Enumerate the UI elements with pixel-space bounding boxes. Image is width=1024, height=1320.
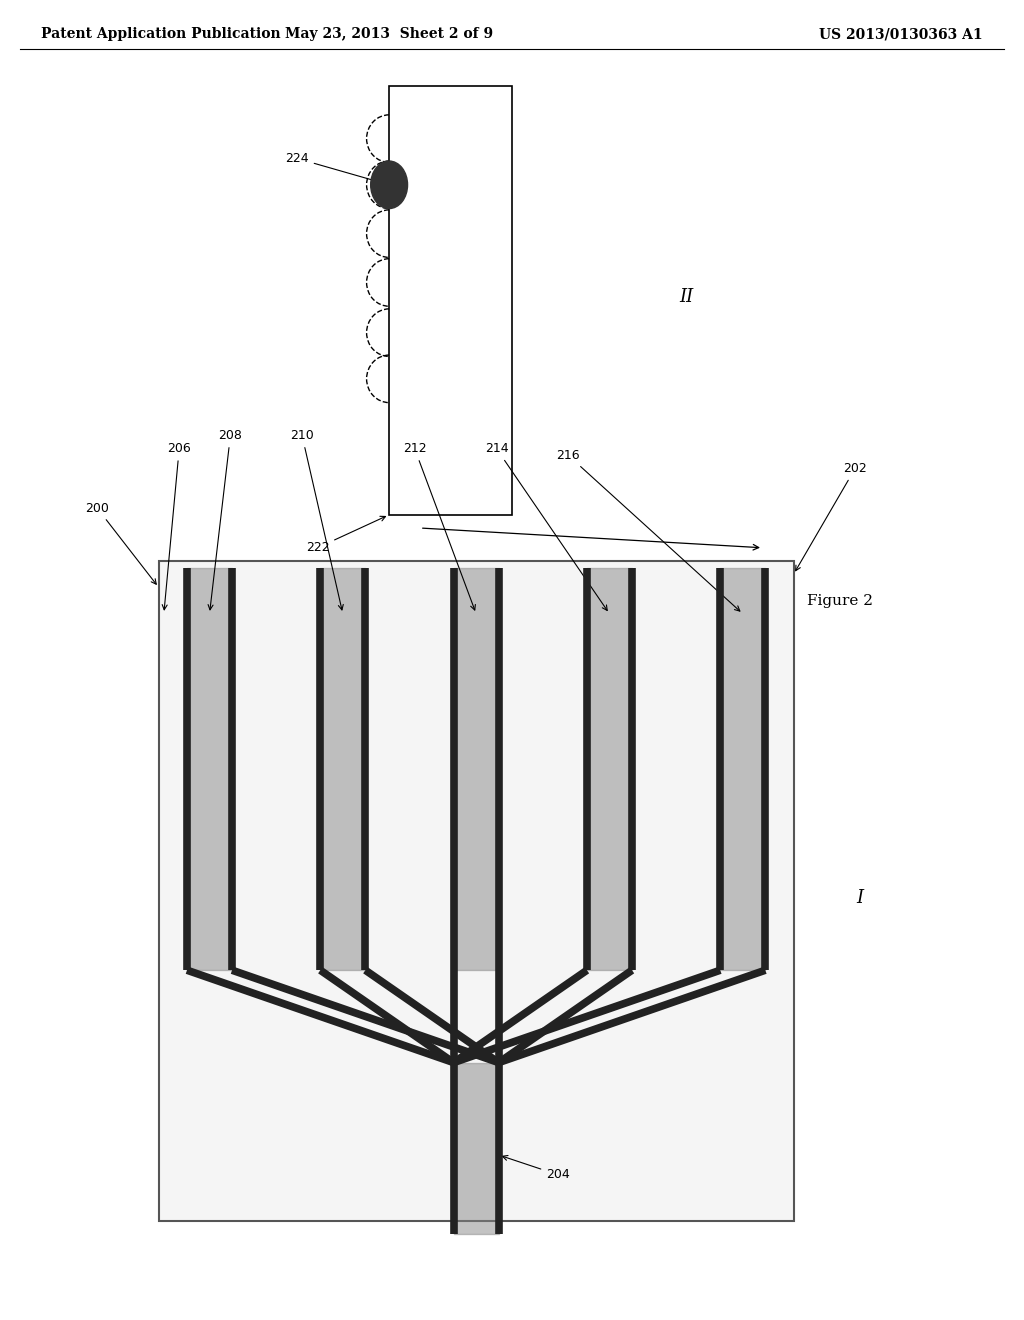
Text: 214: 214 xyxy=(484,442,607,610)
Circle shape xyxy=(371,161,408,209)
Text: US 2013/0130363 A1: US 2013/0130363 A1 xyxy=(819,28,983,41)
Text: 202: 202 xyxy=(796,462,867,570)
Text: Patent Application Publication: Patent Application Publication xyxy=(41,28,281,41)
Text: 206: 206 xyxy=(162,442,191,610)
Text: 210: 210 xyxy=(290,429,343,610)
Text: May 23, 2013  Sheet 2 of 9: May 23, 2013 Sheet 2 of 9 xyxy=(285,28,494,41)
Text: Figure 2: Figure 2 xyxy=(807,594,872,607)
Text: 222: 222 xyxy=(305,516,385,554)
Bar xyxy=(389,86,512,515)
Text: 224: 224 xyxy=(285,152,385,185)
Text: II: II xyxy=(679,288,693,306)
Text: 212: 212 xyxy=(402,442,475,610)
Text: I: I xyxy=(857,888,863,907)
Text: 208: 208 xyxy=(208,429,243,610)
Text: 216: 216 xyxy=(556,449,739,611)
Bar xyxy=(159,561,794,1221)
Text: 204: 204 xyxy=(503,1155,570,1181)
Text: 200: 200 xyxy=(85,502,157,585)
